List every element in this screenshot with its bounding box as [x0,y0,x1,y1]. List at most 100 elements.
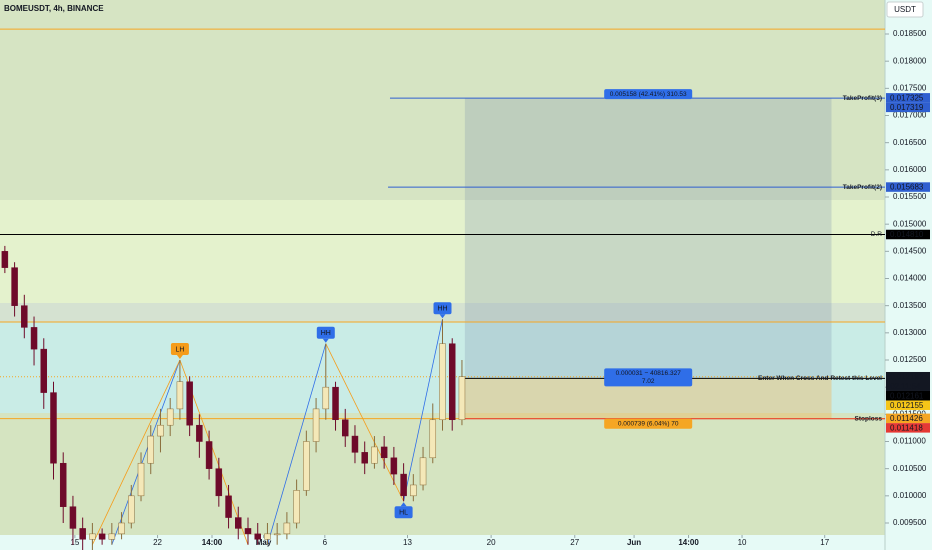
candle-body [361,452,368,464]
candle-body [448,343,456,421]
pivot-label-box [170,342,189,355]
zigzag [111,359,181,545]
candle-body [118,522,125,535]
price-tag [886,423,930,433]
candle-body [89,533,96,540]
y-tick-label: 0.014000 [893,274,927,283]
candle-body [1,251,9,268]
currency-box[interactable] [886,1,924,18]
price-tag-label: 0.011418 [890,423,923,432]
candle-body [108,533,116,540]
x-tick-label: 6 [323,538,328,547]
candle-body [11,267,18,306]
price-tag [886,182,930,192]
candle-body [419,457,427,486]
level-label: D.R [871,231,883,238]
candle-body [273,533,281,536]
pivot-pointer [176,354,183,359]
candle-body [341,419,349,437]
price-tag-label: 0.011426 [890,414,923,423]
pivot-label: HH [437,306,447,313]
x-tick-label: May [256,538,272,547]
candle-body [79,528,86,540]
candle-body [166,408,174,426]
y-tick-label: 0.018500 [893,29,927,38]
level-label: Stoploss [855,416,883,423]
candle-body [30,327,38,350]
candle-body [283,522,291,535]
price-tag [886,229,930,240]
x-tick-label: 15 [70,538,79,547]
position-label: 0.000031 − 40816.327 [616,370,682,377]
candle-body [186,381,193,426]
zone [0,413,885,535]
zone [0,0,885,200]
pivot-pointer [400,502,407,507]
price-tag [886,371,930,391]
candle-body [21,305,28,328]
candle-body [400,473,407,497]
candle-body [332,386,339,421]
zigzag [403,319,443,502]
x-tick-label: 17 [820,538,829,547]
zigzag [267,343,327,545]
y-tick-label: 0.009500 [893,518,927,527]
level-label: Enter When Cross And Retest this Level [758,375,882,382]
candle-body [59,462,67,507]
time-axis [0,535,885,550]
pivot-label: HH [321,330,331,337]
candle-body [351,435,359,453]
candle-body [244,528,252,535]
level-label: TakeProfit(2) [843,184,882,191]
currency[interactable]: USDT [894,5,916,14]
profit-zone [464,98,832,379]
candle-body [410,484,417,497]
pivot-label-box [316,326,335,339]
x-tick-label: 13 [403,538,412,547]
x-tick-label: 10 [738,538,747,547]
candle-body [439,343,446,421]
zone [0,200,885,303]
candle-body [98,533,106,540]
y-tick-label: 0.017000 [893,111,927,120]
x-tick-label: 27 [570,538,579,547]
y-tick-label: 0.010000 [893,491,927,500]
candle-body [371,446,378,464]
candle-body [40,348,48,393]
pivot-label: LH [175,346,184,353]
candle-body [215,468,223,497]
y-tick-label: 0.011000 [893,437,926,446]
y-tick-label: 0.017500 [893,83,927,92]
pivot-label-box [433,302,452,315]
x-tick-label: Jun [627,538,641,547]
candle-body [312,408,320,442]
y-tick-label: 0.015000 [893,219,927,228]
y-tick-label: 0.012500 [893,355,927,364]
position-label-box [604,368,693,387]
candle-body [235,517,242,529]
y-tick-label: 0.013500 [893,301,927,310]
x-tick-label: 22 [153,538,162,547]
price-tag [886,93,930,103]
candle-body [429,419,437,459]
candle-body [254,533,261,540]
pivot-pointer [439,314,446,319]
position-label: 0.005158 (42.41%) 310.53 [610,91,687,98]
candle-body [458,376,466,421]
candle-body [147,435,154,464]
price-tag-label: 0.014810 [890,230,924,239]
position-label: 0.000739 (6.04%) 70 [618,421,679,428]
candle-body [157,424,164,437]
pivot-label-box [394,506,413,519]
candle-body [137,462,145,497]
candle-body [69,506,77,529]
candle-body [196,424,203,442]
candle-body [293,490,300,524]
price-tag-label: 0.015683 [890,183,924,192]
pivot-pointer [322,338,329,343]
price-tag [886,102,930,113]
candle-body [390,457,398,475]
y-tick-label: 0.010500 [893,464,927,473]
y-tick-label: 0.014500 [893,246,927,255]
